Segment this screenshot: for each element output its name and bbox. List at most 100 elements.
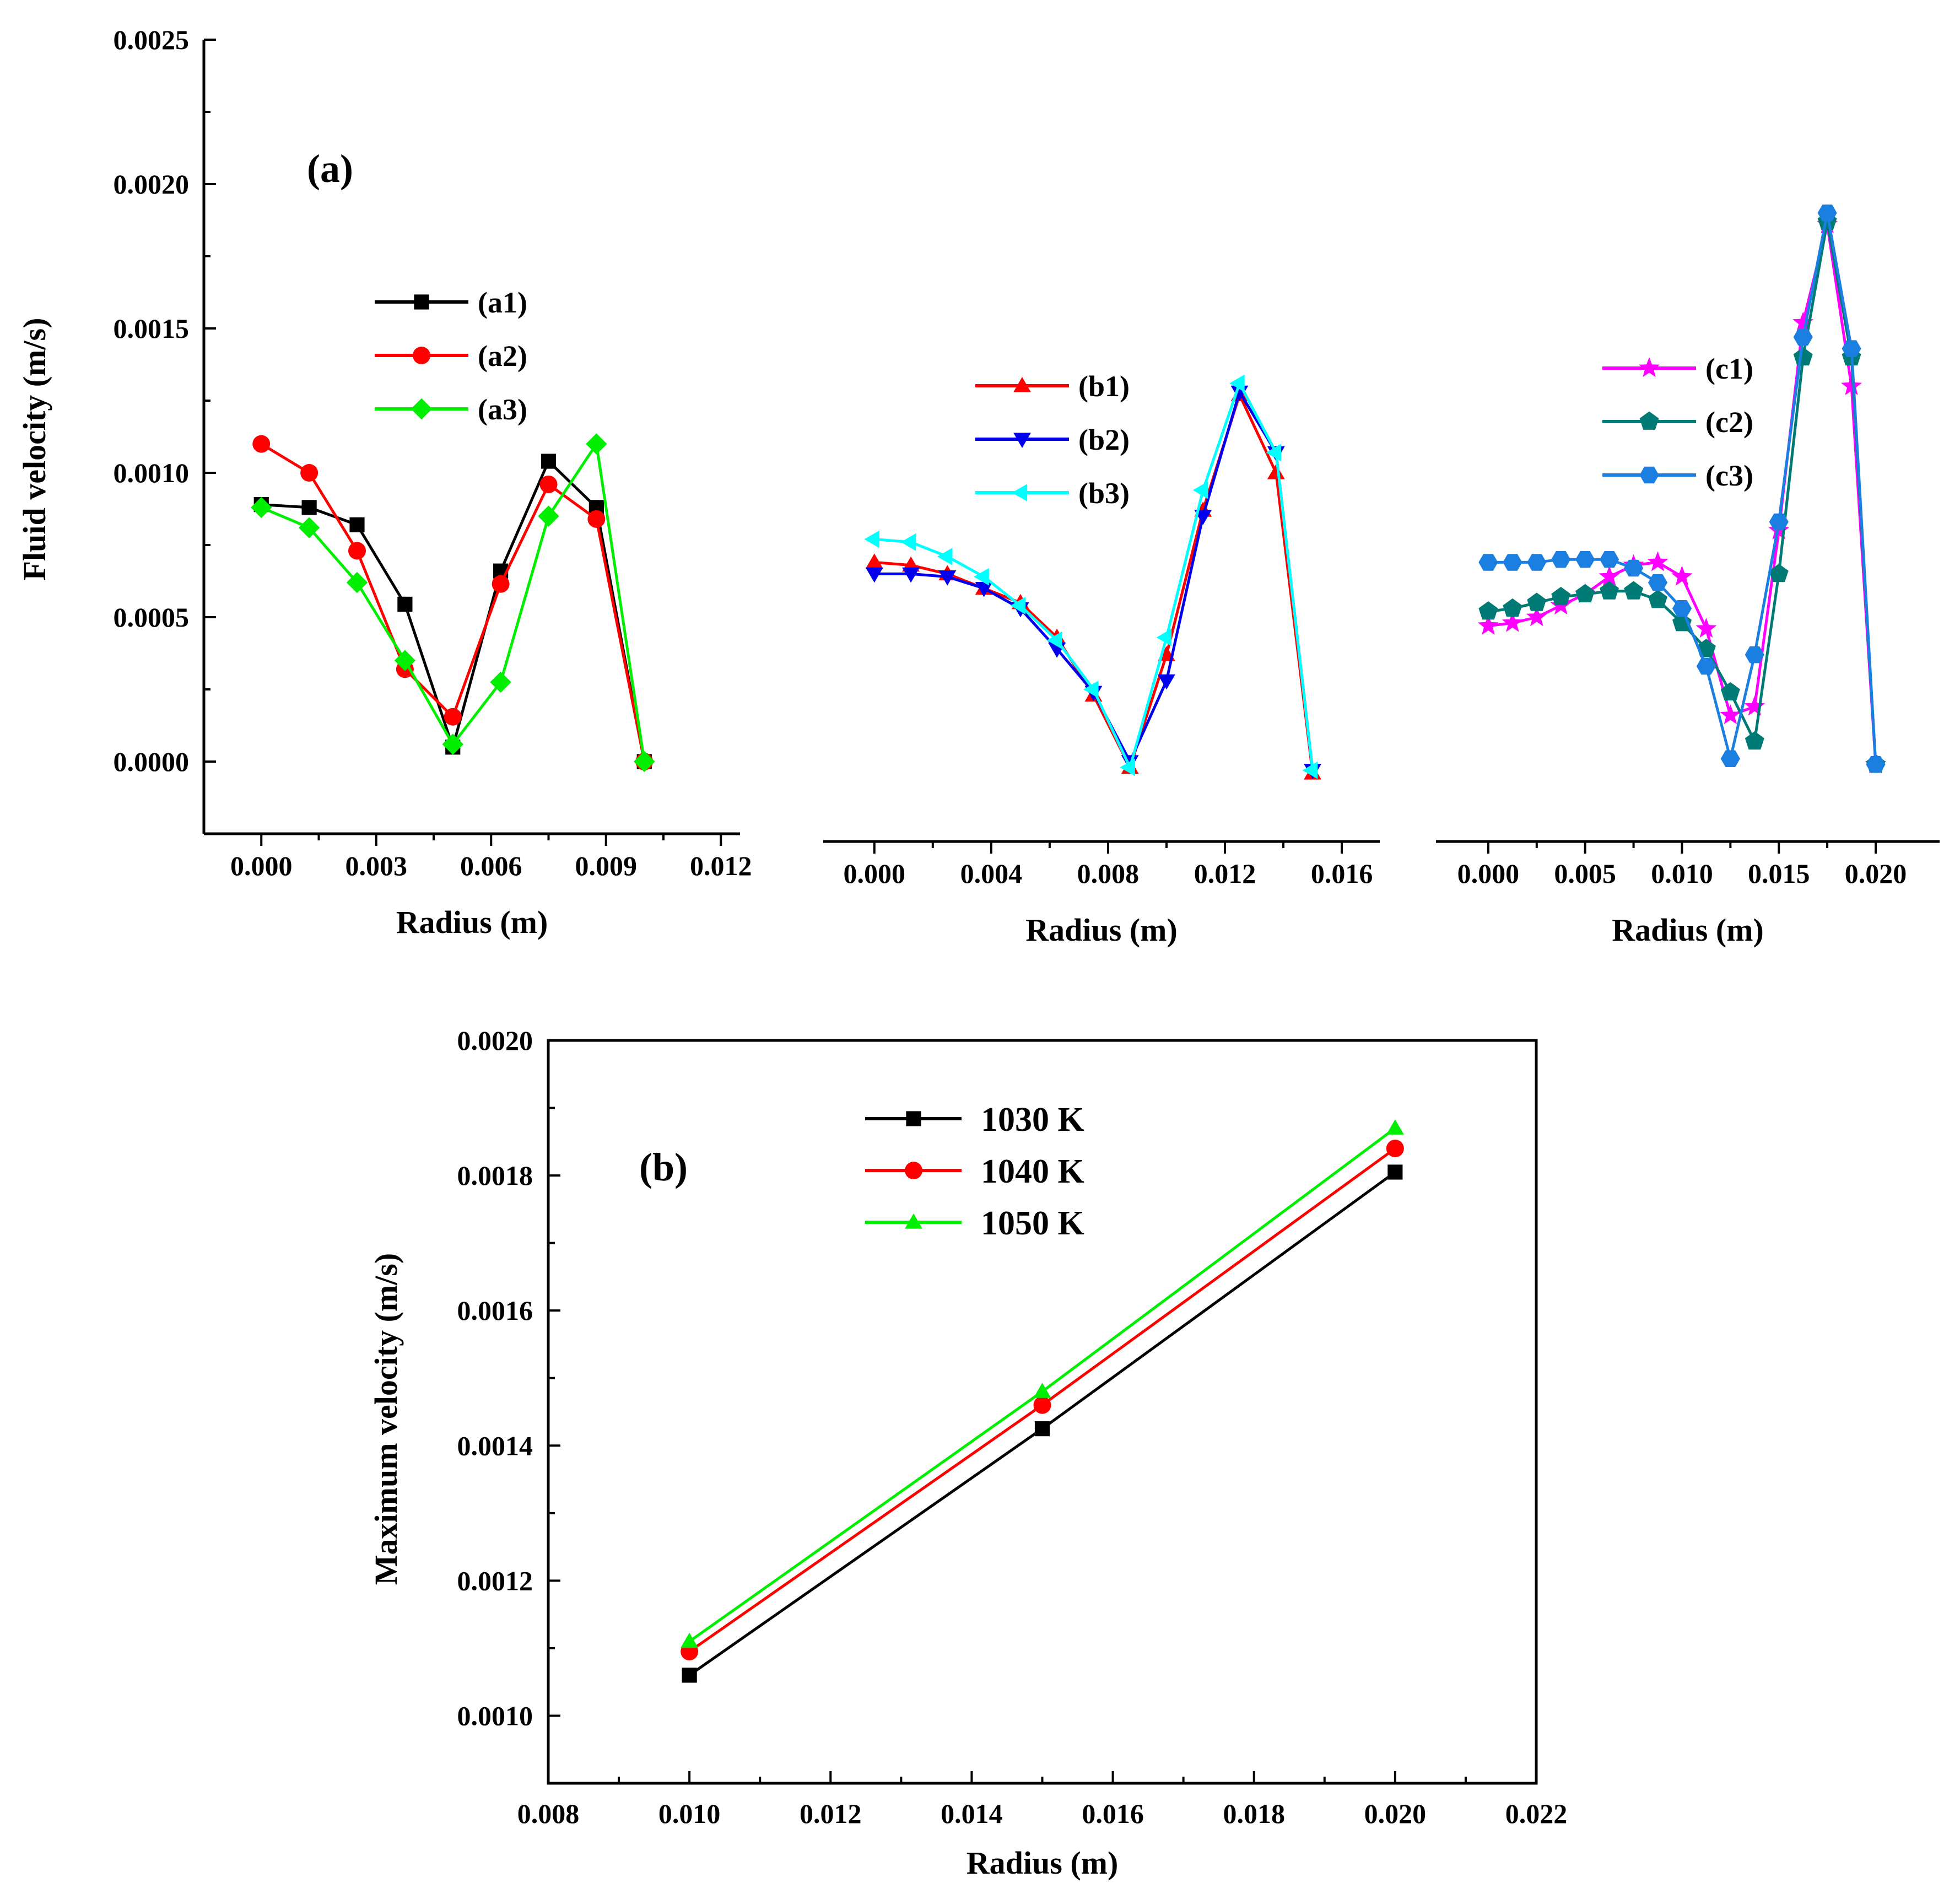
panel-a-y-tick-label: 0.0010 (114, 457, 190, 488)
panel-a-label: (a) (307, 147, 353, 191)
subplot-2: 0.000 0.004 0.008 0.012 0.016 Radius (m) (b1) (… (823, 370, 1380, 948)
legend-marker (411, 398, 433, 420)
subplot-x-tick-label: 0.006 (460, 850, 522, 881)
data-point (975, 582, 993, 597)
panel-b-x-tick-label: 0.014 (941, 1798, 1003, 1829)
data-point (1575, 551, 1595, 568)
data-point (1769, 564, 1789, 582)
data-point (1720, 682, 1740, 701)
legend-marker (1012, 484, 1028, 501)
panel-a-y-tick-label: 0.0000 (114, 746, 190, 777)
panel-a-y-tick-label: 0.0005 (114, 602, 190, 633)
panel-b-x-tick-label: 0.012 (800, 1798, 862, 1829)
legend-label: (a3) (478, 393, 527, 426)
data-point (938, 570, 957, 586)
legend-label: (a1) (478, 286, 527, 319)
subplot-3: 0.000 0.005 0.010 0.015 0.020 Radius (m) (c1) (… (1436, 204, 1940, 948)
data-point (442, 733, 463, 755)
legend-label: (a2) (478, 339, 527, 373)
series-c1 (1477, 213, 1886, 774)
legend-label: (b3) (1078, 477, 1130, 510)
data-point (444, 708, 462, 726)
data-point (251, 497, 272, 519)
data-point (1841, 375, 1862, 395)
subplot-x-tick-label: 0.016 (1311, 858, 1373, 889)
data-point (1478, 601, 1498, 620)
panel-b-y-tick-label: 0.0020 (457, 1025, 533, 1056)
subplot-x-axis-title: Radius (m) (1025, 912, 1178, 948)
subplot-x-tick-label: 0.020 (1845, 858, 1907, 889)
data-point (1696, 618, 1717, 638)
data-point (1745, 731, 1764, 750)
data-point (1120, 758, 1135, 776)
legend-marker (414, 294, 429, 310)
data-point (538, 505, 559, 527)
panel-a-plots: 0.0000 0.0005 0.0010 0.0015 0.0020 0.0025 0.00… (114, 24, 1940, 948)
legend-marker (1639, 466, 1659, 484)
data-point (1624, 581, 1644, 600)
data-point (1842, 340, 1861, 357)
data-point (1745, 646, 1764, 663)
panel-b-x-tick-label: 0.020 (1364, 1798, 1427, 1829)
data-point (587, 510, 606, 528)
data-point (1158, 674, 1175, 690)
legend-marker (1639, 411, 1659, 430)
data-point (1083, 681, 1099, 698)
legend-label: (c1) (1705, 352, 1753, 385)
legend-marker (413, 347, 430, 364)
series-c3 (1478, 204, 1886, 773)
data-point (1793, 328, 1813, 346)
data-point (682, 1668, 697, 1683)
panel-b-y-tick-label: 0.0016 (457, 1295, 533, 1326)
series-line (1488, 220, 1877, 765)
data-point (1793, 347, 1813, 366)
panel-b-label: (b) (639, 1145, 688, 1189)
series-line (1488, 223, 1877, 765)
data-point (1648, 590, 1667, 608)
data-point (348, 542, 366, 560)
data-point (1600, 581, 1619, 600)
data-point (1769, 513, 1789, 531)
panel-b-y-tick-label: 0.0014 (457, 1430, 533, 1461)
series-1030-K (682, 1164, 1403, 1683)
data-point (1502, 612, 1523, 632)
legend-label: (b2) (1078, 423, 1130, 456)
legend-label: (c2) (1705, 406, 1753, 439)
data-point (937, 548, 953, 565)
data-point (1671, 565, 1693, 586)
subplot-x-tick-label: 0.000 (844, 858, 906, 889)
legend-marker (1639, 357, 1660, 377)
series-a2 (252, 435, 654, 770)
data-point (634, 751, 655, 773)
data-point (541, 454, 557, 469)
data-point (1266, 444, 1281, 462)
data-point (492, 575, 510, 593)
data-point (1817, 204, 1837, 222)
data-point (1744, 695, 1765, 716)
data-point (974, 568, 989, 586)
panel-b-x-axis-title: Radius (m) (966, 1845, 1119, 1881)
panel-b-x-tick-label: 0.018 (1223, 1798, 1285, 1829)
panel-a-y-axis-title: Fluid velocity (m/s) (17, 318, 52, 581)
data-point (1034, 1421, 1050, 1437)
subplot-x-tick-label: 0.009 (575, 850, 638, 881)
data-point (300, 464, 318, 482)
subplot-x-tick-label: 0.008 (1077, 858, 1140, 889)
data-point (1503, 598, 1522, 617)
subplot-x-tick-label: 0.012 (1194, 858, 1256, 889)
data-point (1599, 565, 1620, 586)
data-point (1267, 464, 1285, 479)
data-point (346, 571, 368, 594)
data-point (1477, 614, 1499, 635)
series-1050-K (681, 1119, 1404, 1648)
data-point (1010, 597, 1026, 614)
data-point (1033, 1396, 1051, 1414)
subplot-x-tick-label: 0.004 (960, 858, 1023, 889)
series-a3 (251, 433, 655, 773)
data-point (1478, 554, 1498, 571)
data-point (1792, 311, 1814, 332)
data-point (349, 517, 365, 532)
data-point (900, 533, 916, 551)
data-point (1229, 374, 1245, 392)
